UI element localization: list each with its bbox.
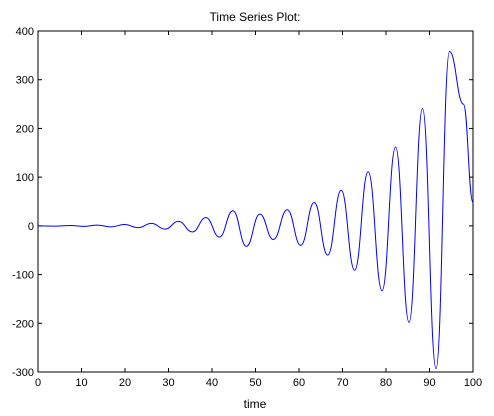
x-axis-label: time — [244, 397, 267, 411]
y-tick-label: 300 — [16, 75, 34, 87]
y-tick-label: 200 — [16, 123, 34, 135]
plot-area — [37, 30, 474, 373]
x-axis-ticks: 0 10 20 30 40 50 60 70 80 90 100 — [35, 31, 482, 389]
series-line — [37, 50, 474, 370]
x-tick-label: 60 — [293, 377, 305, 389]
y-tick-label: -200 — [12, 318, 34, 330]
x-tick-label: 20 — [119, 377, 131, 389]
y-tick-label: -100 — [12, 270, 34, 282]
y-axis-ticks: -300 -200 -100 0 100 200 300 400 — [12, 26, 473, 379]
x-tick-label: 0 — [35, 377, 41, 389]
x-tick-label: 80 — [380, 377, 392, 389]
x-tick-label: 40 — [206, 377, 218, 389]
x-tick-label: 30 — [162, 377, 174, 389]
y-tick-label: 0 — [28, 221, 34, 233]
x-tick-label: 50 — [249, 377, 261, 389]
x-tick-label: 100 — [464, 377, 482, 389]
y-tick-label: -300 — [12, 367, 34, 379]
x-tick-label: 10 — [75, 377, 87, 389]
x-tick-label: 90 — [423, 377, 435, 389]
y-tick-label: 100 — [16, 172, 34, 184]
y-tick-label: 400 — [16, 26, 34, 38]
x-tick-label: 70 — [336, 377, 348, 389]
chart-title: Time Series Plot: — [210, 10, 301, 24]
